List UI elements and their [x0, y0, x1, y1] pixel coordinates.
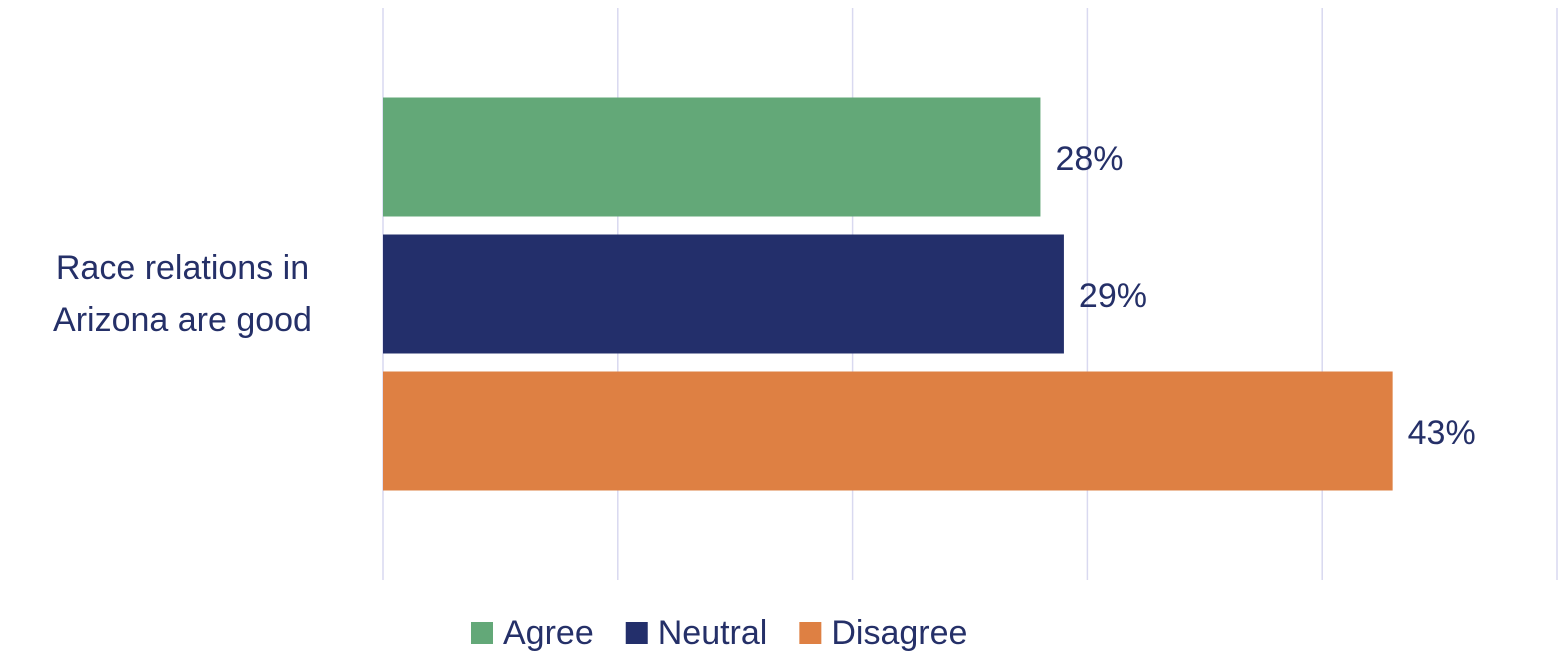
legend-label: Neutral [658, 614, 768, 652]
data-label: 43% [1408, 414, 1476, 452]
legend-swatch [625, 622, 648, 644]
category-label: Race relations in Arizona are good [53, 249, 312, 339]
legend-label: Disagree [831, 614, 967, 652]
bar [383, 371, 1393, 491]
legend-swatch [799, 622, 822, 644]
legend-swatch [471, 622, 493, 644]
data-label: 29% [1079, 277, 1147, 315]
bar [383, 234, 1064, 354]
legend-label: Agree [503, 614, 594, 652]
bar [383, 97, 1041, 217]
data-label: 28% [1055, 140, 1123, 178]
